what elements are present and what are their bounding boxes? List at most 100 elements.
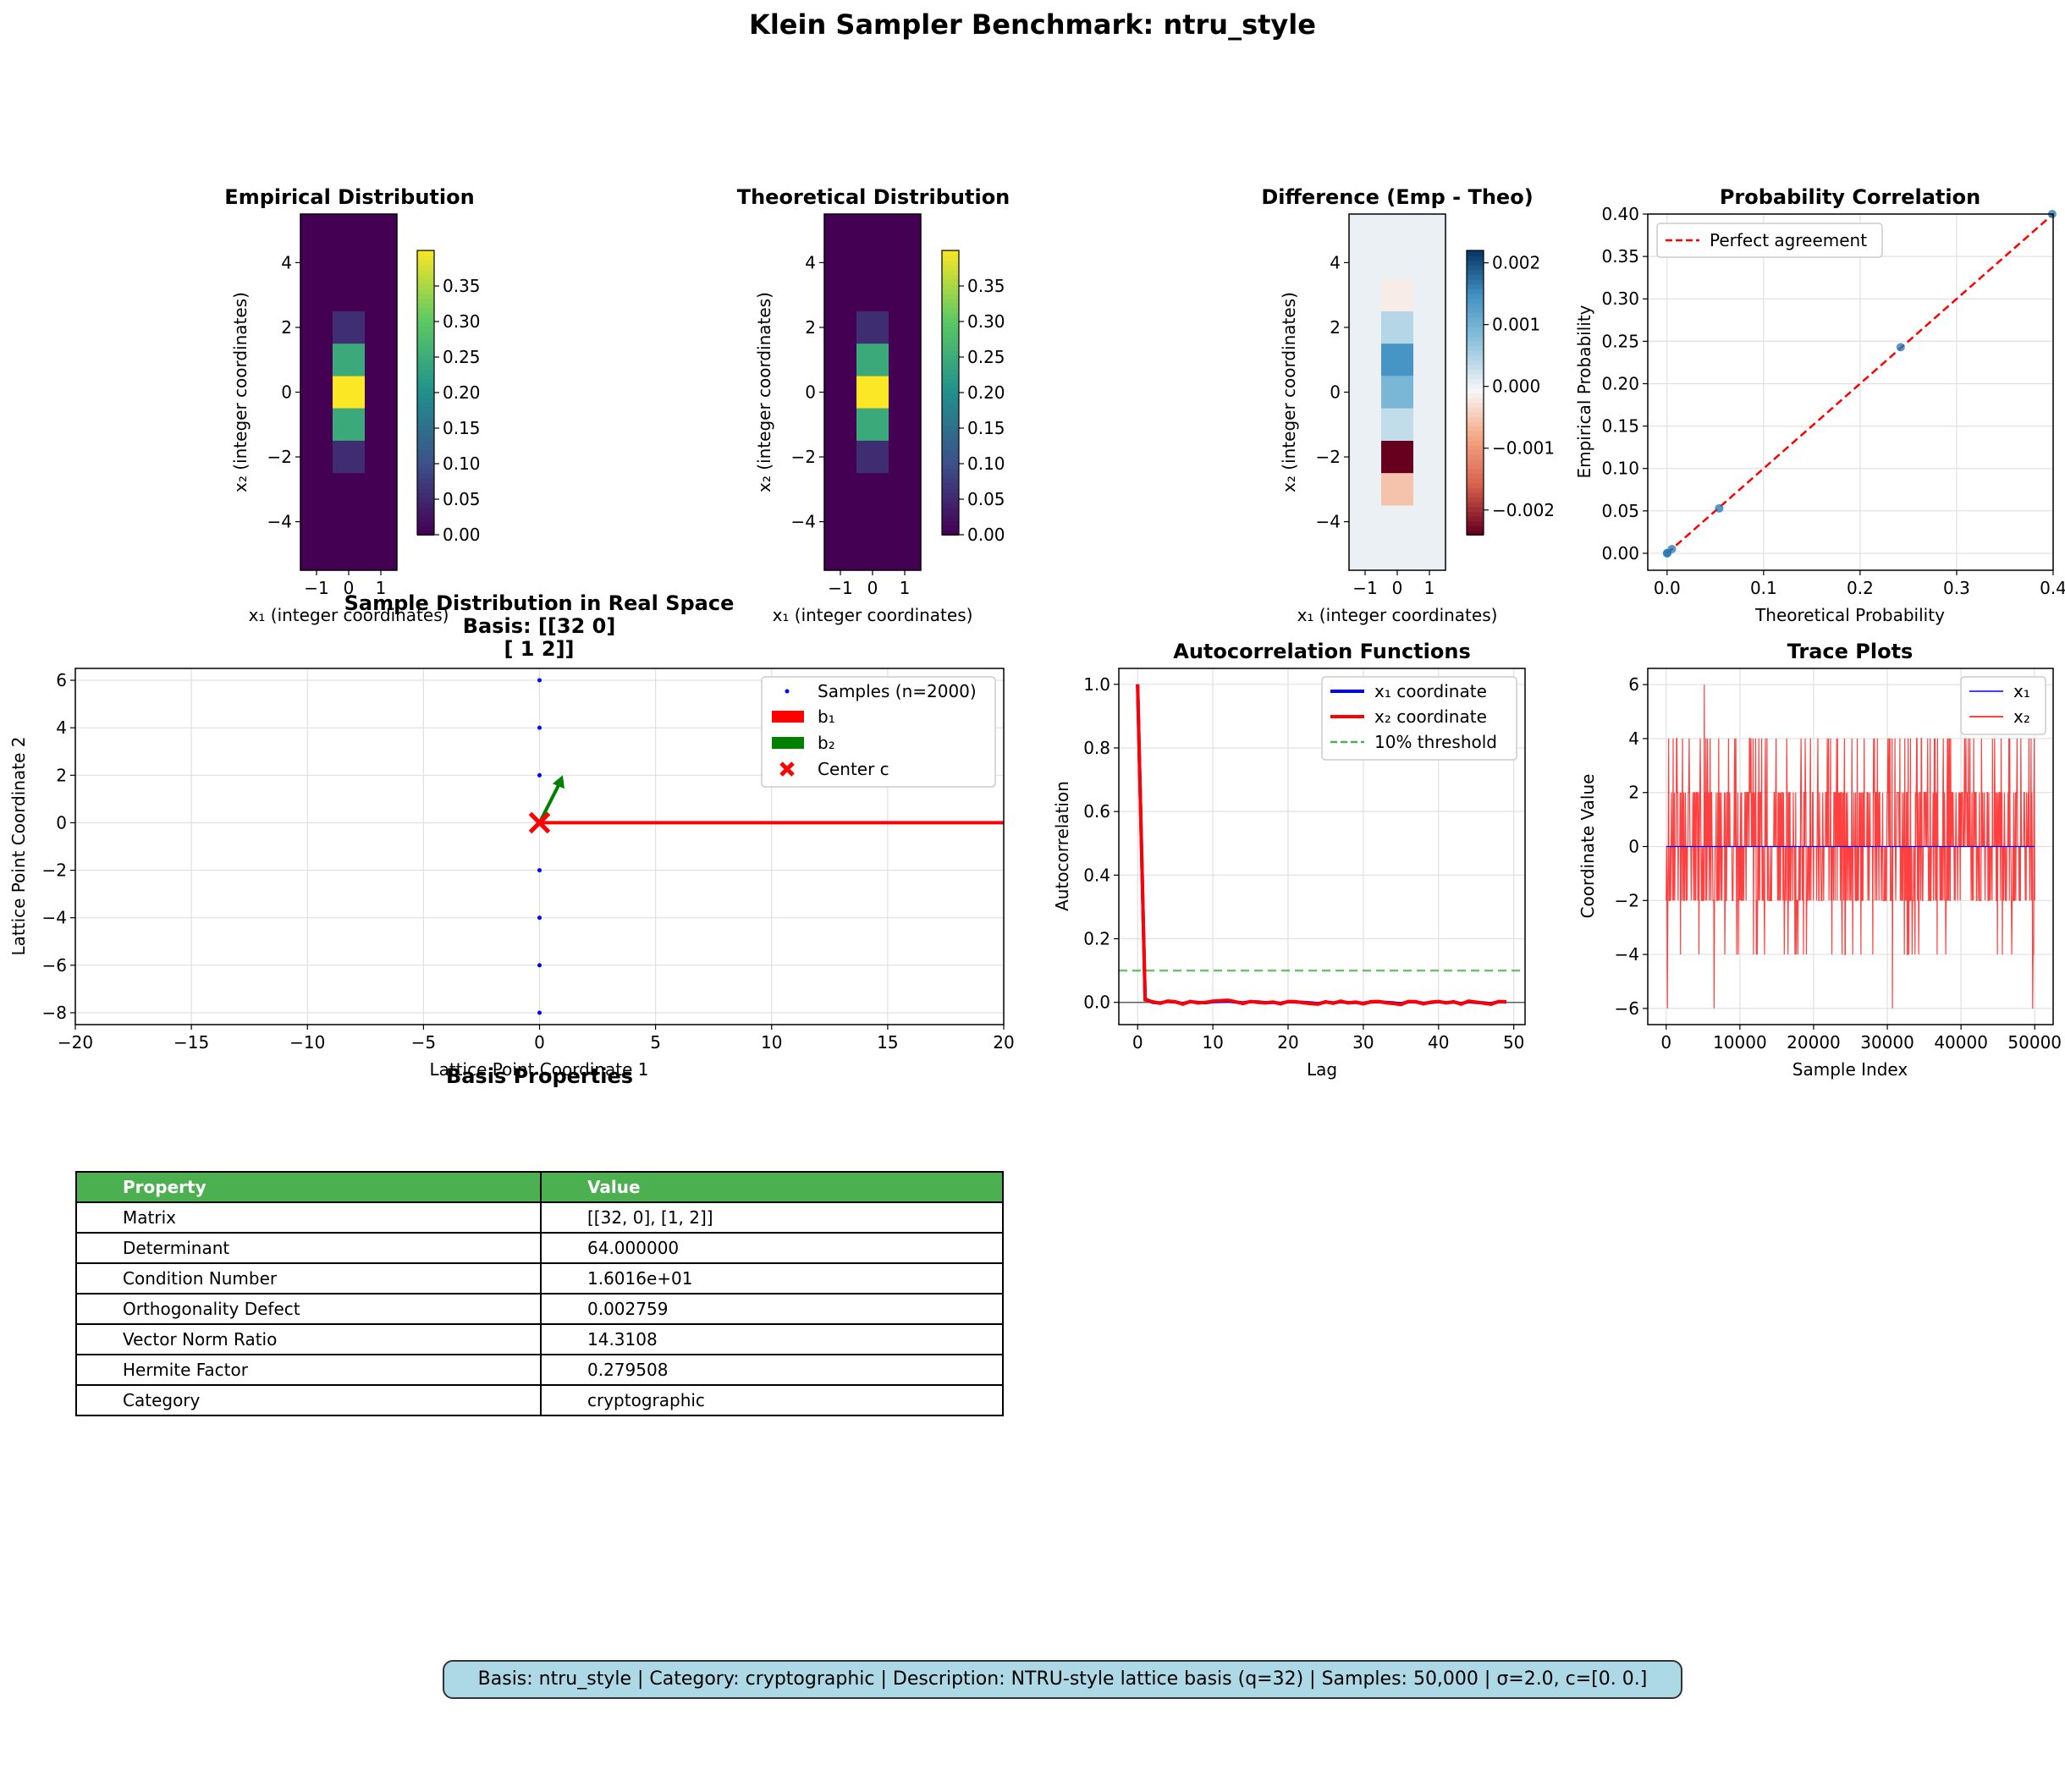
colorbar-segment — [1467, 311, 1484, 318]
colorbar-segment — [1467, 388, 1484, 393]
colorbar-segment — [1467, 416, 1484, 422]
colorbar-tick-label: 0.15 — [443, 418, 481, 438]
colorbar-segment — [417, 444, 434, 451]
colorbar-segment — [417, 416, 434, 422]
x-axis-label: x₁ (integer coordinates) — [773, 605, 973, 625]
colorbar-segment — [942, 444, 959, 451]
colorbar-segment — [1467, 359, 1484, 366]
y-tick-label: −6 — [1615, 998, 1639, 1019]
colorbar-tick-label: 0.00 — [443, 525, 481, 545]
x-tick-label: 0 — [867, 578, 878, 598]
legend-label: Samples (n=2000) — [818, 681, 977, 701]
y-tick-label: 0 — [281, 382, 292, 403]
footer-info-box: Basis: ntru_style | Category: cryptograp… — [443, 1660, 1682, 1699]
correlation-point — [1667, 544, 1677, 553]
colorbar-segment — [942, 397, 959, 404]
x-tick-label: −1 — [828, 578, 852, 598]
colorbar-segment — [417, 349, 434, 356]
colorbar-segment — [942, 369, 959, 375]
y-tick-label: 6 — [56, 670, 67, 690]
y-tick-label: 2 — [281, 317, 292, 338]
heatmap-cell — [856, 408, 889, 441]
colorbar-segment — [417, 411, 434, 417]
colorbar-segment — [1467, 293, 1484, 299]
colorbar-segment — [1467, 322, 1484, 327]
y-tick-label: 0.10 — [1601, 459, 1639, 479]
colorbar-segment — [942, 335, 959, 342]
y-tick-label: 2 — [1628, 783, 1639, 803]
figure-title: Klein Sampler Benchmark: ntru_style — [749, 8, 1316, 41]
colorbar-segment — [1467, 468, 1484, 475]
y-tick-label: −2 — [267, 447, 292, 467]
colorbar-segment — [1467, 369, 1484, 375]
colorbar-segment — [417, 402, 434, 408]
colorbar-segment — [1467, 449, 1484, 455]
x-tick-label: 0.0 — [1654, 578, 1681, 598]
x-tick-label: −15 — [173, 1032, 209, 1053]
legend-label: x₁ — [2013, 681, 2030, 701]
colorbar-tick-label: 0.35 — [443, 276, 481, 296]
sample-point — [537, 772, 542, 778]
legend-box — [1960, 676, 2046, 735]
table-row: Matrix [[32, 0], [1, 2]] — [75, 1201, 1004, 1234]
colorbar-segment — [1467, 345, 1484, 351]
colorbar-segment — [942, 298, 959, 304]
colorbar-segment — [417, 260, 434, 266]
heatmap-cell — [1381, 344, 1413, 377]
colorbar-segment — [1467, 501, 1484, 508]
x2-acf-line — [1136, 684, 1506, 1007]
colorbar-segment — [1467, 492, 1484, 498]
colorbar-segment — [417, 440, 434, 446]
basis-properties-table: Property Value Matrix [[32, 0], [1, 2]] D… — [75, 1171, 1004, 1416]
heatmap-cell — [333, 311, 365, 344]
legend-label: 10% threshold — [1374, 732, 1497, 752]
legend-label: Center c — [818, 759, 889, 779]
colorbar-segment — [942, 382, 959, 389]
y-axis-label: Autocorrelation — [1052, 781, 1072, 911]
table-row: Category cryptographic — [75, 1384, 1004, 1416]
y-tick-label: 2 — [805, 317, 816, 338]
colorbar-segment — [1467, 440, 1484, 446]
colorbar-segment — [942, 274, 959, 280]
legend-label: b₂ — [818, 733, 835, 753]
colorbar-segment — [942, 515, 959, 522]
colorbar-segment — [417, 250, 434, 256]
colorbar-segment — [417, 473, 434, 479]
colorbar-segment — [1467, 397, 1484, 404]
y-axis-label: x₂ (integer coordinates) — [230, 292, 251, 492]
colorbar-segment — [417, 515, 434, 522]
chart-title: Empirical Distribution — [224, 185, 474, 209]
colorbar-segment — [1467, 402, 1484, 408]
colorbar-segment — [1467, 393, 1484, 399]
colorbar-segment — [942, 477, 959, 484]
colorbar-segment — [417, 298, 434, 304]
heatmap-cell — [856, 376, 889, 409]
table-row: Hermite Factor 0.279508 — [75, 1354, 1004, 1386]
x-tick-label: 1 — [900, 578, 911, 598]
colorbar-tick-label: 0.30 — [443, 311, 481, 332]
colorbar-segment — [417, 426, 434, 432]
table-header-property: Property — [75, 1171, 542, 1203]
colorbar-segment — [942, 326, 959, 333]
colorbar-segment — [1467, 255, 1484, 261]
legend-b2-swatch — [772, 737, 804, 749]
b2-vector — [537, 781, 562, 824]
heatmap-cell — [856, 311, 889, 344]
x-axis-label: Lag — [1307, 1059, 1337, 1080]
colorbar-segment — [1467, 444, 1484, 451]
colorbar-segment — [942, 459, 959, 464]
y-axis-label: x₂ (integer coordinates) — [1279, 292, 1299, 492]
colorbar-tick-label: 0.00 — [967, 525, 1005, 545]
y-axis-label: Coordinate Value — [1578, 774, 1598, 919]
x-tick-label: 50000 — [2007, 1032, 2062, 1053]
x-tick-label: 10 — [1202, 1032, 1223, 1053]
colorbar-segment — [417, 501, 434, 508]
table-cell-property: Determinant — [75, 1232, 542, 1264]
colorbar-tick-label: 0.10 — [967, 453, 1005, 474]
y-tick-label: −2 — [1615, 890, 1639, 910]
colorbar-segment — [1467, 340, 1484, 346]
colorbar-segment — [417, 364, 434, 370]
y-tick-label: 0.40 — [1601, 204, 1639, 224]
colorbar-segment — [1467, 331, 1484, 337]
